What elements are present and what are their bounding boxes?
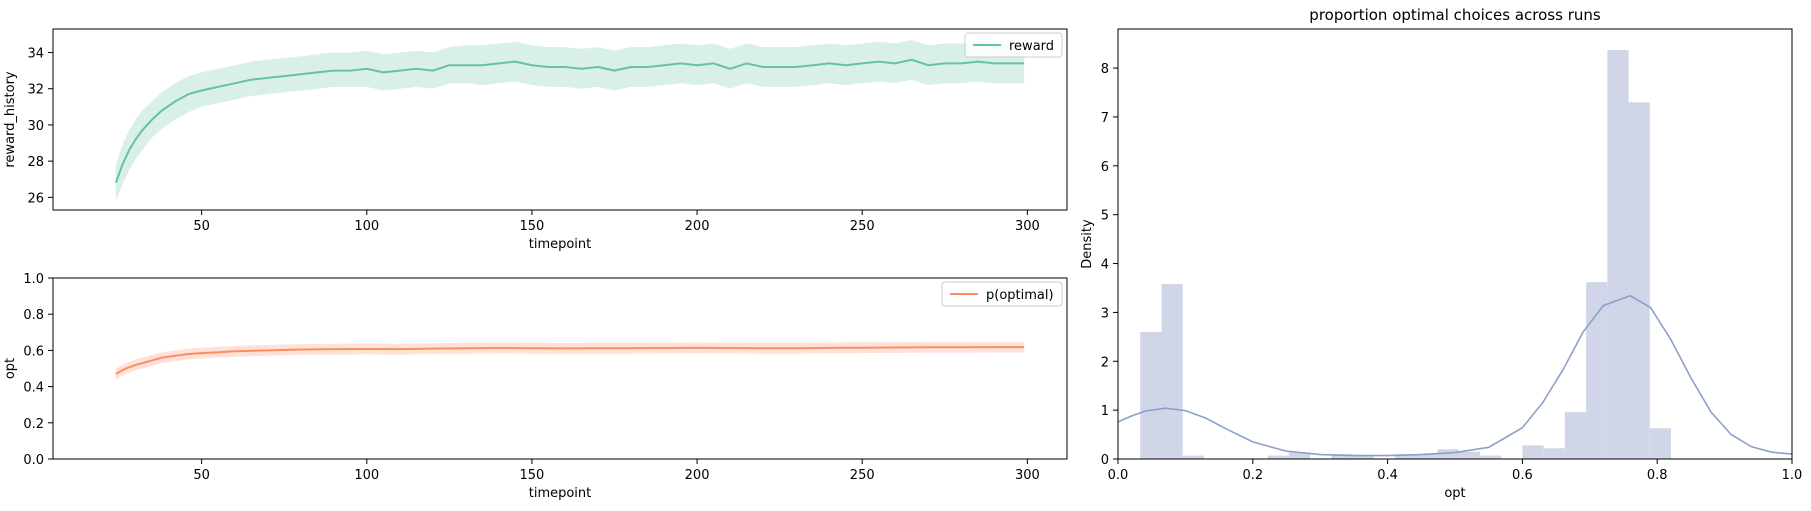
histogram-bar (1649, 428, 1672, 459)
histogram-bar (1586, 282, 1608, 459)
legend-label: p(optimal) (986, 288, 1054, 303)
y-tick-label: 26 (27, 191, 44, 206)
x-tick-label: 1.0 (1782, 468, 1803, 483)
y-tick-label: 0 (1101, 453, 1109, 468)
histogram-bar (1479, 455, 1502, 459)
axes-frame (1117, 28, 1793, 460)
y-axis-label: Density (1080, 219, 1095, 269)
x-tick-label: 150 (520, 468, 545, 483)
x-axis-label: opt (1444, 486, 1465, 501)
histogram-bar (1182, 455, 1204, 459)
legend-label: reward (1009, 39, 1054, 54)
histogram-bar (1416, 454, 1438, 459)
y-tick-label: 0.4 (23, 381, 44, 396)
x-tick-label: 150 (520, 219, 545, 234)
reward-history-axes: 50 100 150 200 250 300 26 28 30 32 34 timepoint rewa… (3, 28, 1068, 252)
histogram-bar (1437, 449, 1459, 459)
x-tick-label: 200 (685, 468, 710, 483)
histogram-bar (1352, 456, 1374, 459)
chart-title: proportion optimal choices across runs (1309, 6, 1601, 24)
series-line (115, 346, 1025, 375)
x-tick-label: 0.0 (1108, 468, 1129, 483)
legend-box (941, 281, 1063, 307)
x-tick-label: 300 (1015, 219, 1040, 234)
histogram-bar (1522, 445, 1544, 459)
x-tick-label: 250 (850, 219, 875, 234)
histogram-bar (1140, 331, 1162, 459)
y-tick-label: 2 (1101, 355, 1109, 370)
x-tick-label: 50 (193, 219, 210, 234)
y-tick-label: 4 (1101, 258, 1109, 273)
kde-curve (1117, 294, 1793, 457)
y-tick-label: 3 (1101, 306, 1109, 321)
y-tick-label: 0.2 (23, 417, 44, 432)
y-tick-label: 7 (1101, 111, 1109, 126)
y-tick-label: 1 (1101, 404, 1109, 419)
x-tick-label: 0.6 (1512, 468, 1533, 483)
confidence-band (115, 39, 1025, 201)
series-line (114, 58, 1025, 184)
axes-frame (52, 277, 1068, 460)
x-tick-label: 300 (1015, 468, 1040, 483)
y-axis-label: opt (3, 358, 18, 379)
y-tick-label: 0.6 (23, 344, 44, 359)
x-tick-label: 0.8 (1647, 468, 1668, 483)
y-tick-label: 28 (27, 155, 44, 170)
x-axis-label: timepoint (529, 237, 592, 252)
histogram-bar (1331, 454, 1353, 459)
y-tick-label: 30 (27, 119, 44, 134)
histogram-bar (1543, 448, 1565, 459)
x-axis-label: timepoint (529, 486, 592, 501)
y-tick-label: 0.8 (23, 308, 44, 323)
legend-box (964, 32, 1063, 58)
y-tick-label: 34 (27, 47, 44, 62)
y-tick-label: 32 (27, 83, 44, 98)
axes-frame (52, 28, 1068, 211)
histogram-bar (1628, 102, 1650, 459)
confidence-band (115, 341, 1025, 380)
x-tick-label: 50 (193, 468, 210, 483)
x-tick-label: 250 (850, 468, 875, 483)
x-tick-label: 100 (354, 219, 379, 234)
histogram-bar (1607, 50, 1629, 460)
histogram-bar (1267, 455, 1289, 459)
x-tick-label: 100 (354, 468, 379, 483)
y-tick-label: 6 (1101, 160, 1109, 175)
y-tick-label: 0.0 (23, 453, 44, 468)
y-tick-label: 1.0 (23, 272, 44, 287)
histogram-bar (1395, 454, 1417, 459)
density-histogram-axes: 0.0 0.2 0.4 0.6 0.8 1.0 0 1 2 3 4 5 6 7 8 opt Density pro… (1080, 6, 1802, 501)
histogram-bar (1161, 284, 1183, 459)
x-tick-label: 0.4 (1377, 468, 1398, 483)
histogram-bar (1564, 412, 1587, 459)
y-tick-label: 5 (1101, 209, 1109, 224)
optimal-proportion-axes: 50 100 150 200 250 300 0.0 0.2 0.4 0.6 0.8 1.0 timep… (3, 272, 1068, 501)
x-tick-label: 0.2 (1242, 468, 1263, 483)
y-axis-label: reward_history (3, 71, 18, 168)
x-tick-label: 200 (685, 219, 710, 234)
histogram-bar (1288, 452, 1311, 459)
y-tick-label: 8 (1101, 62, 1109, 77)
histogram-bar (1458, 451, 1480, 459)
